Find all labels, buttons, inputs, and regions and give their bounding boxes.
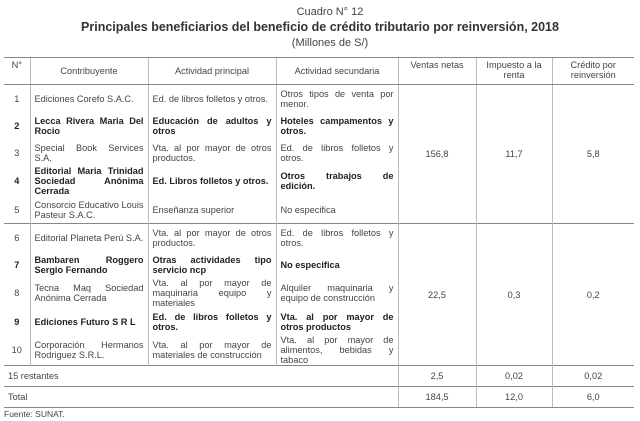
- caption: Cuadro N° 12: [296, 6, 364, 18]
- remaining-row: 15 restantes 2,5 0,02 0,02: [4, 365, 634, 387]
- cell: Special Book Services S.A.: [29, 139, 148, 166]
- cell: 6,0: [551, 386, 634, 408]
- group-value: 0,2: [551, 223, 634, 366]
- row-number: 3: [14, 147, 20, 158]
- cell: Lecca Rivera Maria Del Rocio: [29, 112, 148, 139]
- cell: Vta. al por mayor de alimentos, bebidas …: [275, 335, 398, 366]
- row-number: 9: [14, 316, 20, 327]
- row-number: 2: [14, 120, 20, 131]
- cell: 0,02: [551, 365, 634, 387]
- cell: Otras actividades tipo servicio ncp: [147, 251, 276, 278]
- table-row: 8 Tecna Maq Sociedad Anónima Cerrada Vta. …: [4, 278, 634, 308]
- table-row: 9 Ediciones Futuro S R L Ed. de libros fol…: [4, 308, 634, 335]
- row-label: 15 restantes: [4, 365, 398, 387]
- group-value: 5,8: [551, 84, 634, 224]
- cell: 2,5: [397, 365, 476, 387]
- cell: Hoteles campamentos y otros.: [275, 112, 398, 139]
- table: N° Contribuyente Actividad principal Activi…: [4, 57, 634, 408]
- cell: Vta. al por mayor de otros productos.: [147, 139, 276, 166]
- cell: Bambaren Roggero Sergio Fernando: [29, 251, 148, 278]
- table-row: 4 Editorial Maria Trinidad Sociedad Anóni…: [4, 166, 634, 196]
- column-header: Actividad secundaria: [275, 57, 398, 85]
- cell: Ed. de libros folletos y otros.: [275, 223, 398, 251]
- cell: Vta. al por mayor de otros productos.: [147, 223, 276, 251]
- table-row: 3 Special Book Services S.A. Vta. al por m…: [4, 139, 634, 166]
- table-row: 5 Consorcio Educativo Louis Pasteur S.A.C…: [4, 196, 634, 224]
- cell: Otros tipos de venta por menor.: [275, 84, 398, 112]
- cell: Educación de adultos y otros: [147, 112, 276, 139]
- column-header: Impuesto a la renta: [475, 57, 552, 85]
- column-header: Actividad principal: [147, 57, 276, 85]
- cell: No especifica: [275, 196, 398, 224]
- table-row: 10 Corporación Hermanos Rodriguez S.R.L. V…: [4, 335, 634, 366]
- cell: Otros trabajos de edición.: [275, 166, 398, 196]
- row-label: Total: [4, 386, 398, 408]
- row-number: 10: [11, 345, 22, 355]
- group-value: 156,8: [397, 84, 476, 224]
- cell: Vta. al por mayor de materiales de const…: [147, 335, 276, 366]
- cell: Consorcio Educativo Louis Pasteur S.A.C.: [29, 196, 148, 224]
- table-row: 2 Lecca Rivera Maria Del Rocio Educación d…: [4, 112, 634, 139]
- row-number: 4: [14, 176, 20, 186]
- total-row: Total 184,5 12,0 6,0: [4, 386, 634, 408]
- cell: Editorial Maria Trinidad Sociedad Anónim…: [29, 166, 148, 196]
- row-number: 1: [14, 93, 20, 104]
- row-number: 7: [14, 259, 20, 270]
- table-row: 6 Editorial Planeta Perú S.A. Vta. al por …: [4, 223, 634, 366]
- column-header: Ventas netas: [397, 57, 476, 85]
- cell: 0,02: [475, 365, 552, 387]
- cell: Ed. de libros folletos y otros.: [275, 139, 398, 166]
- cell: Vta. al por mayor de maquinaria equipo y…: [147, 278, 276, 308]
- cell: Enseñanza superior: [147, 196, 276, 224]
- column-header: N°: [4, 57, 30, 85]
- table-row: 7 Bambaren Roggero Sergio Fernando Otras a…: [4, 251, 634, 278]
- row-number: 6: [4, 223, 30, 251]
- cell: 12,0: [475, 386, 552, 408]
- group-value: 11,7: [475, 84, 552, 224]
- table-row: 1 Ediciones Corefo S.A.C. Ed. de libros fo…: [4, 84, 634, 224]
- cell: 184,5: [397, 386, 476, 408]
- group-value: 0,3: [475, 223, 552, 366]
- cell: Ediciones Futuro S R L: [29, 308, 148, 335]
- source: Fuente: SUNAT.: [4, 409, 65, 419]
- row-number: 8: [14, 288, 20, 298]
- cell: Alquiler maquinaria y equipo de construc…: [275, 278, 398, 308]
- column-header: Contribuyente: [29, 57, 148, 85]
- cell: Corporación Hermanos Rodriguez S.R.L.: [29, 335, 148, 366]
- header-row: N° Contribuyente Actividad principal Activi…: [4, 57, 634, 85]
- cell: No especifica: [275, 251, 398, 278]
- cell: Ed. Libros folletos y otros.: [147, 166, 276, 196]
- cell: Editorial Planeta Perú S.A.: [29, 223, 148, 251]
- cell: Tecna Maq Sociedad Anónima Cerrada: [29, 278, 148, 308]
- column-header: Crédito por reinversión: [551, 57, 634, 85]
- title: Principales beneficiarios del beneficio …: [81, 20, 559, 34]
- cell: Ediciones Corefo S.A.C.: [29, 84, 148, 112]
- row-number: 5: [14, 204, 20, 215]
- cell: Ed. de libros folletos y otros.: [147, 84, 276, 112]
- group-value: 22,5: [397, 223, 476, 366]
- cell: Ed. de libros folletos y otros.: [147, 308, 276, 335]
- subtitle: (Millones de S/): [291, 37, 369, 49]
- cell: Vta. al por mayor de otros productos: [275, 308, 398, 335]
